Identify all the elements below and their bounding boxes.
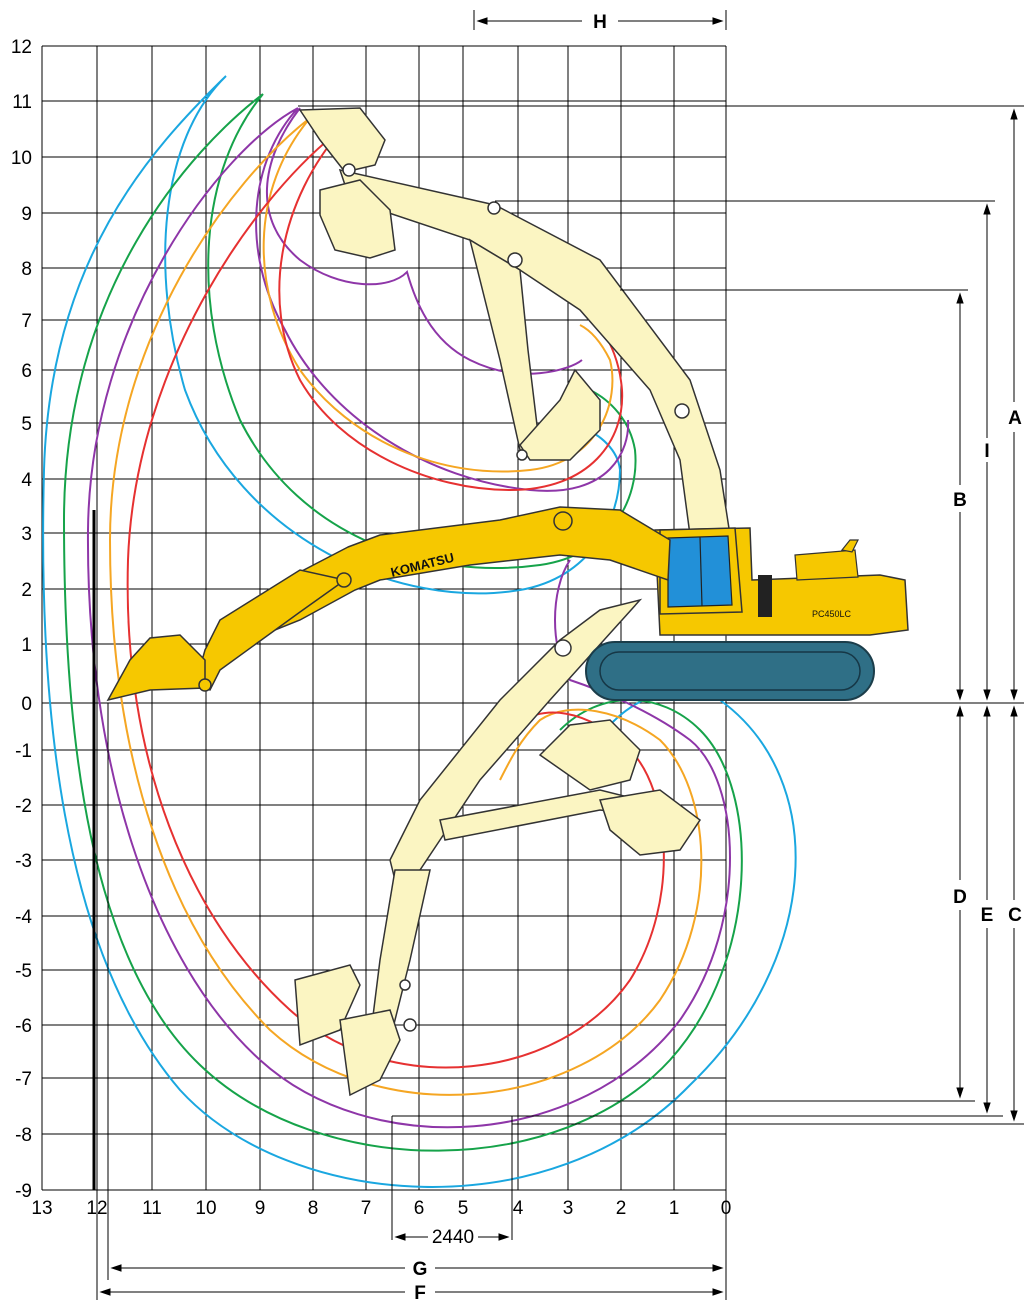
dim-label-i: I: [984, 441, 989, 462]
y-tick: -2: [15, 796, 32, 817]
y-tick: 8: [21, 259, 32, 280]
y-tick: -9: [15, 1181, 32, 1202]
dim-label-f: F: [414, 1283, 426, 1304]
y-tick: -3: [15, 851, 32, 872]
arm: [194, 569, 347, 691]
y-tick: 0: [21, 694, 32, 715]
x-tick: 4: [513, 1198, 524, 1219]
track-width-label: 2440: [432, 1227, 474, 1248]
y-tick: 4: [21, 470, 32, 491]
dim-label-d: D: [953, 887, 967, 908]
y-tick: 7: [21, 311, 32, 332]
working-range-curve-red: [126, 127, 665, 1069]
y-tick: 10: [11, 148, 32, 169]
dim-label-g: G: [413, 1259, 428, 1280]
y-tick: -5: [15, 961, 32, 982]
x-tick: 11: [142, 1198, 162, 1219]
excavator: PC450LC KOMATSU: [106, 506, 909, 702]
x-tick: 8: [308, 1198, 319, 1219]
x-tick: 13: [31, 1198, 52, 1219]
x-tick: 5: [458, 1198, 469, 1219]
reference-dig-positions: [294, 598, 702, 1097]
dim-label-c: C: [1008, 905, 1022, 926]
y-axis-ticks: 12 11 10 9 8 7 6 5 4 3 2 1 0 -1 -2 -3 -4…: [11, 37, 33, 1202]
x-tick: 6: [414, 1198, 425, 1219]
y-tick: 2: [21, 580, 32, 601]
track-assembly: [585, 641, 875, 701]
y-tick: 5: [21, 414, 32, 435]
dim-label-a: A: [1008, 408, 1022, 429]
dim-label-e: E: [981, 905, 994, 926]
dim-label-b: B: [953, 490, 967, 511]
x-tick: 9: [255, 1198, 266, 1219]
reference-boom-positions: [298, 107, 731, 536]
dim-label-h: H: [593, 12, 607, 33]
y-tick: 12: [11, 37, 32, 58]
y-tick: -6: [15, 1016, 32, 1037]
x-tick: 1: [669, 1198, 680, 1219]
x-tick: 3: [563, 1198, 574, 1219]
dimension-lines: [96, 10, 1024, 1300]
bucket: [106, 634, 206, 702]
dimension-labels: H A I B D E C 2440 G F: [413, 12, 1023, 1304]
x-tick: 7: [361, 1198, 372, 1219]
x-axis-ticks: 13 12 11 10 9 8 7 6 5 4 3 2 1 0: [31, 1198, 731, 1219]
y-tick: -1: [15, 741, 32, 762]
model-badge: PC450LC: [812, 609, 852, 619]
y-tick: 1: [21, 635, 32, 656]
cab-window: [667, 535, 733, 608]
x-tick: 2: [616, 1198, 627, 1219]
y-tick: 11: [12, 92, 32, 113]
x-tick: 10: [195, 1198, 216, 1219]
y-tick: 3: [21, 524, 32, 545]
working-range-curve-orange: [108, 117, 703, 1096]
y-tick: -8: [15, 1125, 32, 1146]
y-tick: -4: [15, 907, 32, 928]
y-tick: -7: [15, 1069, 32, 1090]
y-tick: 9: [21, 204, 32, 225]
y-tick: 6: [21, 361, 32, 382]
